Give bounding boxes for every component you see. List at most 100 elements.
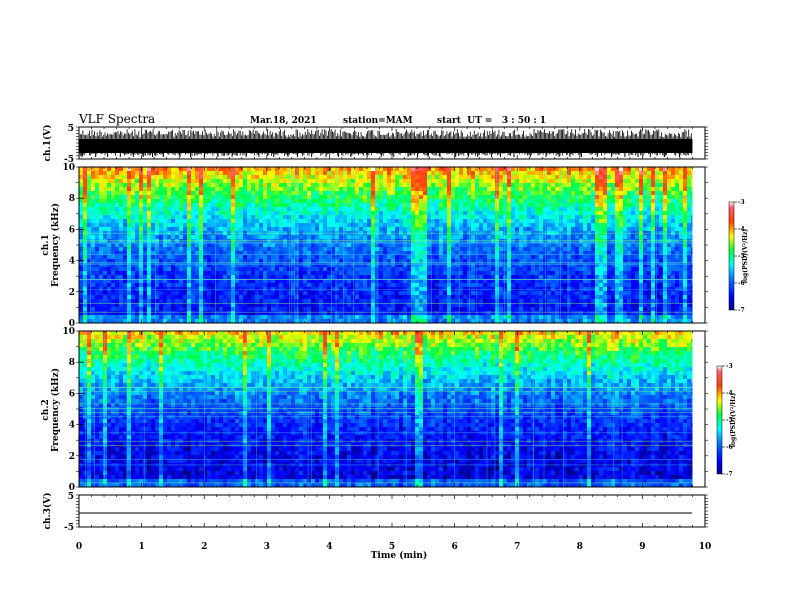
spec-cell bbox=[571, 195, 576, 200]
spec-cell bbox=[267, 271, 272, 276]
spec-cell bbox=[439, 207, 444, 212]
spec-cell bbox=[391, 219, 396, 224]
spec-cell bbox=[415, 263, 420, 268]
spec-cell bbox=[247, 219, 252, 224]
spec-cell bbox=[115, 219, 120, 224]
spec-cell bbox=[355, 215, 360, 220]
spec-cell bbox=[95, 279, 100, 284]
spec-cell bbox=[655, 199, 660, 204]
spec-cell bbox=[251, 207, 256, 212]
spec-cell bbox=[631, 267, 636, 272]
spec-cell bbox=[247, 251, 252, 256]
spec-cell bbox=[447, 271, 452, 276]
spec-cell bbox=[339, 279, 344, 284]
spec-cell bbox=[483, 235, 488, 240]
spec-cell bbox=[355, 235, 360, 240]
spec-cell bbox=[263, 239, 268, 244]
spec-cell bbox=[243, 259, 248, 264]
spec-cell bbox=[355, 263, 360, 268]
spec-cell bbox=[151, 227, 156, 232]
spec-cell bbox=[199, 215, 204, 220]
spec-cell bbox=[223, 283, 228, 288]
spec-cell bbox=[435, 199, 440, 204]
spec-cell bbox=[107, 235, 112, 240]
spec-cell bbox=[647, 279, 652, 284]
spec-cell bbox=[655, 259, 660, 264]
spec-cell bbox=[447, 259, 452, 264]
spec-cell bbox=[675, 287, 680, 292]
spec-cell bbox=[447, 195, 452, 200]
spec-cell bbox=[315, 195, 320, 200]
spec-cell bbox=[635, 211, 640, 216]
spec-cell bbox=[163, 259, 168, 264]
spec-cell bbox=[143, 183, 148, 188]
spec-cell bbox=[287, 275, 292, 280]
spec-cell bbox=[219, 211, 224, 216]
spec-cell bbox=[263, 219, 268, 224]
spec-cell bbox=[583, 263, 588, 268]
spec-cell bbox=[99, 223, 104, 228]
spec-cell bbox=[223, 255, 228, 260]
spec-cell bbox=[287, 287, 292, 292]
spec-cell bbox=[307, 211, 312, 216]
spec-cell bbox=[219, 167, 224, 172]
header-station: station=MAM bbox=[343, 116, 413, 126]
spec-cell bbox=[499, 207, 504, 212]
spec-cell bbox=[671, 283, 676, 288]
spec-cell bbox=[239, 175, 244, 180]
spec-cell bbox=[211, 183, 216, 188]
spec-cell bbox=[215, 267, 220, 272]
spec-cell bbox=[119, 271, 124, 276]
spec-cell bbox=[403, 207, 408, 212]
spec-cell bbox=[607, 259, 612, 264]
spec-cell bbox=[415, 243, 420, 248]
spec-cell bbox=[99, 167, 104, 172]
spec-cell bbox=[459, 207, 464, 212]
spec-cell bbox=[287, 199, 292, 204]
spec-cell bbox=[311, 287, 316, 292]
spec-cell bbox=[555, 287, 560, 292]
spec-cell bbox=[383, 243, 388, 248]
spec-cell bbox=[623, 287, 628, 292]
spec-cell bbox=[247, 239, 252, 244]
spec-cell bbox=[603, 243, 608, 248]
spec-cell bbox=[463, 267, 468, 272]
spec-cell bbox=[495, 259, 500, 264]
spec-cell bbox=[547, 279, 552, 284]
spec-cell bbox=[319, 247, 324, 252]
spec-cell bbox=[235, 247, 240, 252]
spec-cell bbox=[203, 195, 208, 200]
spec-cell bbox=[575, 235, 580, 240]
spec-cell bbox=[423, 195, 428, 200]
spec-cell bbox=[383, 207, 388, 212]
spec-cell bbox=[655, 211, 660, 216]
spec-cell bbox=[227, 211, 232, 216]
spec-cell bbox=[195, 191, 200, 196]
spec-cell bbox=[91, 259, 96, 264]
spec-cell bbox=[351, 219, 356, 224]
spec-cell bbox=[311, 263, 316, 268]
spec-cell bbox=[683, 251, 688, 256]
spec-cell bbox=[343, 239, 348, 244]
spec-cell bbox=[527, 255, 532, 260]
spec-cell bbox=[471, 183, 476, 188]
spec-cell bbox=[435, 235, 440, 240]
spec-cell bbox=[503, 279, 508, 284]
spec-cell bbox=[619, 275, 624, 280]
spec-cell bbox=[135, 251, 140, 256]
spec-cell bbox=[495, 171, 500, 176]
spec-cell bbox=[367, 203, 372, 208]
spec-cell bbox=[419, 195, 424, 200]
spec-cell bbox=[455, 259, 460, 264]
spec-cell bbox=[423, 179, 428, 184]
spec-cell bbox=[239, 271, 244, 276]
spec-cell bbox=[615, 259, 620, 264]
spec-cell bbox=[627, 287, 632, 292]
spec-cell bbox=[291, 219, 296, 224]
spec-cell bbox=[479, 255, 484, 260]
spec-cell bbox=[483, 199, 488, 204]
spec-cell bbox=[283, 183, 288, 188]
spec-cell bbox=[359, 259, 364, 264]
spec-cell bbox=[287, 215, 292, 220]
spec-cell bbox=[279, 195, 284, 200]
